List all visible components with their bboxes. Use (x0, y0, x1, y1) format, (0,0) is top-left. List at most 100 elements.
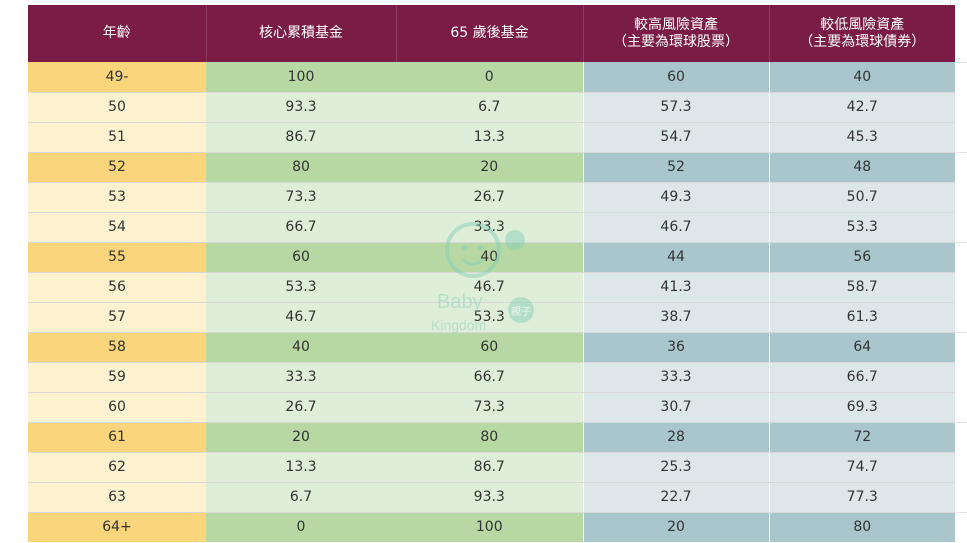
cell-high-risk: 44 (582, 242, 769, 273)
table-row: 51 86.7 13.3 54.7 45.3 (28, 122, 955, 153)
cell-core: 66.7 (206, 212, 396, 243)
header-fund-65: 65 歲後基金 (396, 5, 584, 62)
sheet-gridline (950, 422, 967, 423)
cell-low-risk: 80 (768, 512, 955, 542)
cell-low-risk: 50.7 (768, 182, 955, 213)
table-row: 61 20 80 28 72 (28, 422, 955, 453)
cell-high-risk: 20 (582, 512, 769, 542)
cell-fund65: 80 (396, 422, 583, 453)
sheet-gridline (950, 242, 967, 243)
table-row: 59 33.3 66.7 33.3 66.7 (28, 362, 955, 393)
cell-fund65: 0 (396, 62, 583, 93)
cell-age: 57 (28, 302, 206, 333)
table-row: 60 26.7 73.3 30.7 69.3 (28, 392, 955, 423)
cell-core: 86.7 (206, 122, 396, 153)
cell-core: 93.3 (206, 92, 396, 123)
cell-core: 53.3 (206, 272, 396, 303)
cell-low-risk: 66.7 (768, 362, 955, 393)
cell-fund65: 53.3 (396, 302, 583, 333)
header-low-risk-subtitle: （主要為環球債券） (799, 33, 926, 50)
cell-core: 80 (206, 152, 396, 183)
cell-core: 40 (206, 332, 396, 363)
header-low-risk: 較低風險資產 （主要為環球債券） (769, 5, 955, 62)
table-header-row: 年齡 核心累積基金 65 歲後基金 較高風險資產 （主要為環球股票） 較低風險資… (28, 5, 955, 62)
cell-core: 46.7 (206, 302, 396, 333)
cell-high-risk: 60 (582, 62, 769, 93)
cell-low-risk: 64 (768, 332, 955, 363)
table-body: 49- 100 0 60 40 50 93.3 6.7 57.3 42.7 51 86.7 13.3… (28, 62, 955, 542)
cell-low-risk: 77.3 (768, 482, 955, 513)
cell-fund65: 20 (396, 152, 583, 183)
cell-age: 60 (28, 392, 206, 423)
cell-low-risk: 48 (768, 152, 955, 183)
cell-high-risk: 52 (582, 152, 769, 183)
cell-core: 33.3 (206, 362, 396, 393)
sheet-gridline (950, 152, 967, 153)
cell-high-risk: 25.3 (582, 452, 769, 483)
cell-fund65: 40 (396, 242, 583, 273)
fund-allocation-table: 年齡 核心累積基金 65 歲後基金 較高風險資產 （主要為環球股票） 較低風險資… (28, 5, 955, 542)
cell-low-risk: 53.3 (768, 212, 955, 243)
cell-age: 51 (28, 122, 206, 153)
cell-low-risk: 69.3 (768, 392, 955, 423)
header-high-risk-subtitle: （主要為環球股票） (613, 33, 739, 50)
cell-core: 20 (206, 422, 396, 453)
cell-fund65: 13.3 (396, 122, 583, 153)
cell-high-risk: 28 (582, 422, 769, 453)
cell-high-risk: 30.7 (582, 392, 769, 423)
cell-core: 73.3 (206, 182, 396, 213)
cell-core: 13.3 (206, 452, 396, 483)
cell-age: 55 (28, 242, 206, 273)
cell-core: 6.7 (206, 482, 396, 513)
cell-core: 100 (206, 62, 396, 93)
header-low-risk-title: 較低風險資產 (820, 16, 905, 33)
cell-low-risk: 58.7 (768, 272, 955, 303)
cell-high-risk: 46.7 (582, 212, 769, 243)
cell-high-risk: 22.7 (582, 482, 769, 513)
cell-fund65: 33.3 (396, 212, 583, 243)
cell-fund65: 26.7 (396, 182, 583, 213)
cell-age: 59 (28, 362, 206, 393)
cell-fund65: 66.7 (396, 362, 583, 393)
table-row: 53 73.3 26.7 49.3 50.7 (28, 182, 955, 213)
cell-high-risk: 41.3 (582, 272, 769, 303)
table-row: 50 93.3 6.7 57.3 42.7 (28, 92, 955, 123)
sheet-gridline (950, 332, 967, 333)
cell-fund65: 86.7 (396, 452, 583, 483)
cell-core: 60 (206, 242, 396, 273)
cell-high-risk: 36 (582, 332, 769, 363)
sheet-gridline (950, 512, 967, 513)
cell-age: 64+ (28, 512, 206, 542)
cell-low-risk: 74.7 (768, 452, 955, 483)
cell-low-risk: 56 (768, 242, 955, 273)
sheet-gridline (950, 62, 967, 63)
cell-core: 0 (206, 512, 396, 542)
cell-fund65: 46.7 (396, 272, 583, 303)
table-row: 64+ 0 100 20 80 (28, 512, 955, 542)
table-row: 58 40 60 36 64 (28, 332, 955, 363)
table-row: 56 53.3 46.7 41.3 58.7 (28, 272, 955, 303)
table-row: 52 80 20 52 48 (28, 152, 955, 183)
cell-age: 63 (28, 482, 206, 513)
cell-fund65: 73.3 (396, 392, 583, 423)
cell-age: 58 (28, 332, 206, 363)
table-row: 63 6.7 93.3 22.7 77.3 (28, 482, 955, 513)
cell-low-risk: 42.7 (768, 92, 955, 123)
cell-high-risk: 49.3 (582, 182, 769, 213)
cell-low-risk: 45.3 (768, 122, 955, 153)
table-row: 62 13.3 86.7 25.3 74.7 (28, 452, 955, 483)
table-row: 57 46.7 53.3 38.7 61.3 (28, 302, 955, 333)
cell-age: 49- (28, 62, 206, 93)
cell-low-risk: 72 (768, 422, 955, 453)
cell-fund65: 60 (396, 332, 583, 363)
cell-age: 54 (28, 212, 206, 243)
header-core-fund: 核心累積基金 (206, 5, 397, 62)
cell-low-risk: 40 (768, 62, 955, 93)
cell-high-risk: 33.3 (582, 362, 769, 393)
cell-age: 53 (28, 182, 206, 213)
header-high-risk-title: 較高風險資產 (634, 16, 718, 33)
table-row: 54 66.7 33.3 46.7 53.3 (28, 212, 955, 243)
table-row: 55 60 40 44 56 (28, 242, 955, 273)
cell-age: 52 (28, 152, 206, 183)
